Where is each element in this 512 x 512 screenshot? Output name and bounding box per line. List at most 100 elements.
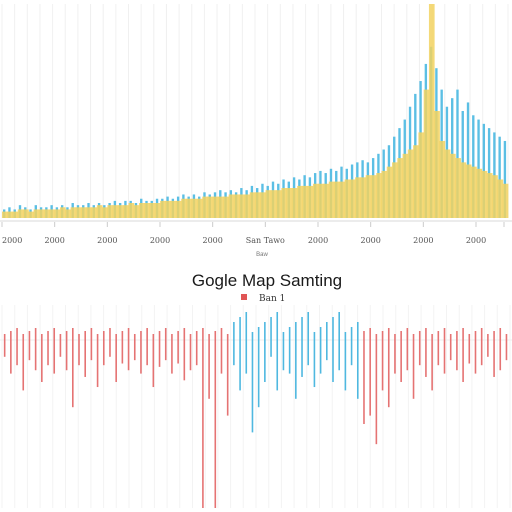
top-x-tick-label: 2000 [2,236,22,245]
bottom-bar-blue [245,312,248,374]
top-bar-yellow [223,196,230,218]
legend-label-ban-1: Ban 1 [259,294,285,304]
top-bar-yellow [497,179,504,218]
top-bar-yellow [276,190,282,218]
top-bar-yellow [12,211,19,218]
bottom-bar-red [16,328,18,366]
top-bar-yellow [2,211,8,218]
bottom-bar-red [90,328,93,361]
bottom-bar-red [208,334,210,399]
top-bar-yellow [144,203,150,218]
top-bar-yellow [460,162,467,218]
bottom-bar-red [425,328,427,377]
bottom-bar-red [468,334,471,364]
top-bar-yellow [334,181,340,218]
top-bar-yellow [96,205,103,218]
top-bar-yellow [465,164,472,218]
top-bar-yellow [239,194,245,218]
top-bar-yellow [117,205,124,218]
top-bar-yellow [160,200,166,218]
bottom-bar-red [146,328,148,366]
bottom-bar-red [127,328,130,371]
top-bar-yellow [233,194,240,218]
bottom-bar-red [84,331,86,377]
bottom-bar-red [102,331,105,366]
top-bar-yellow [434,111,440,218]
bottom-chart-bars [3,312,508,508]
top-bar-yellow [207,196,214,218]
top-bar-yellow [397,158,403,218]
bottom-bar-red [59,334,62,357]
top-bar-yellow [197,198,203,218]
top-x-tick-label: 2000 [466,236,486,245]
top-bar-yellow [291,188,298,218]
top-bar-yellow [323,183,330,218]
top-bar-yellow [481,170,488,218]
top-bar-yellow [170,200,177,218]
top-bar-yellow [450,153,456,218]
top-chart-x-tick-labels: 2000 2000 2000 2000 2000 San Tawo 2000 2000 2000… [1,222,505,245]
top-bar-yellow [181,198,187,218]
bottom-bar-red [394,334,396,374]
top-bar-yellow [402,153,409,218]
top-bar-yellow [476,168,483,218]
top-bar-yellow [249,192,256,218]
bottom-bar-red [164,328,167,361]
top-bar-yellow [312,183,319,218]
bottom-bar-blue [239,317,241,391]
top-bar-yellow [128,203,135,218]
bottom-bar-red [375,334,378,445]
top-bar-yellow [186,198,193,218]
top-bar-blue [498,136,501,218]
top-bar-yellow [212,196,219,218]
bottom-bar-blue [295,322,297,399]
bottom-bar-red [505,334,508,361]
top-bar-yellow [349,179,356,218]
top-x-tick-label: San Tawo [246,236,285,245]
top-bar-yellow [44,209,50,218]
top-bar-yellow [286,188,293,218]
bottom-bar-red [474,331,477,374]
top-bar-yellow [191,198,198,218]
top-bar-yellow [260,192,266,218]
bottom-bar-red [363,331,365,424]
top-bar-yellow [123,205,129,218]
top-x-tick-label: 2000 [202,236,222,245]
top-bar-yellow [107,205,114,218]
bottom-bar-red [115,334,117,382]
bottom-bar-blue [233,322,235,366]
top-bar-yellow [149,203,156,218]
bottom-bar-red [214,331,217,508]
top-bar-yellow [392,162,398,218]
bottom-bar-blue [276,312,279,391]
top-bar-yellow [165,200,172,218]
bottom-bar-blue [338,312,340,371]
top-bar-yellow [318,183,324,218]
bottom-bar-blue [313,332,316,388]
top-bar-yellow [133,205,140,218]
top-bar-yellow [28,211,35,218]
top-bar-yellow [59,207,66,218]
bottom-bar-blue [270,317,272,357]
bottom-bar-blue [257,327,260,408]
top-bar-yellow [365,175,372,218]
top-bar-yellow [444,149,451,218]
bottom-bar-red [3,334,6,357]
top-bar-yellow [386,166,393,218]
bottom-bar-blue [356,322,359,399]
bottom-bar-red [10,331,12,374]
legend-swatch-ban-1 [241,294,247,300]
chart-title: Gogle Map Samting [192,271,342,290]
top-bar-yellow [302,185,309,218]
bottom-bar-red [177,331,179,364]
bottom-bar-red [456,331,458,371]
bottom-bar-red [22,334,25,391]
top-bar-yellow [139,203,145,218]
top-x-tick-label: 2000 [97,236,117,245]
bottom-bar-blue [301,317,303,377]
top-bar-yellow [355,177,361,218]
top-bar-yellow [154,203,161,218]
bottom-bar-blue [307,312,310,366]
top-bar-yellow [270,190,277,218]
bottom-bar-red [133,334,136,361]
